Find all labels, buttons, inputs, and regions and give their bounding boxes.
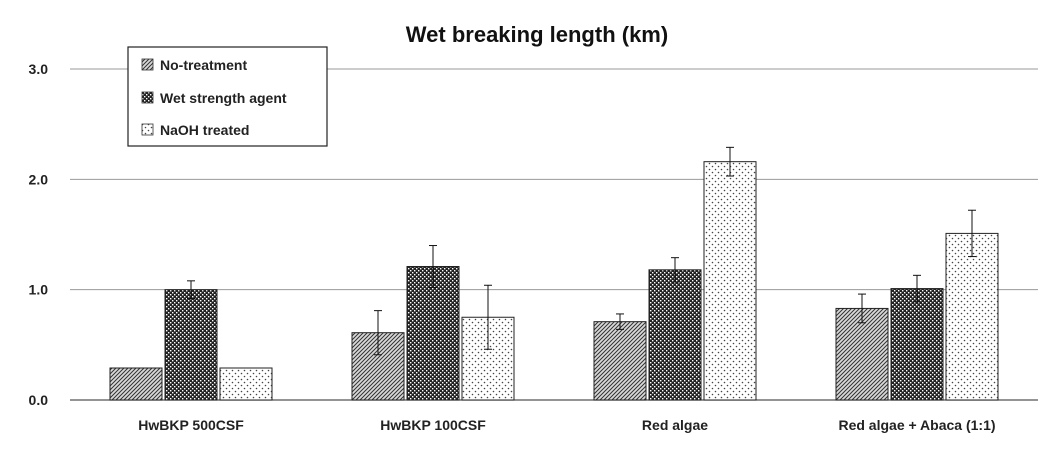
legend-label-naoh-treated: NaOH treated — [160, 122, 249, 138]
bar-wet-strength-agent-red-algae — [648, 269, 702, 401]
bar-no-treatment-red-algae-abaca-1-1 — [835, 307, 889, 401]
bar-no-treatment-red-algae — [593, 321, 647, 401]
legend-swatch-wet-strength-agent — [141, 91, 154, 104]
error-bar-naoh-treated-red-algae — [726, 146, 734, 177]
legend-label-wet-strength-agent: Wet strength agent — [160, 90, 287, 106]
x-category-label: HwBKP 500CSF — [138, 417, 244, 433]
error-bar-wet-strength-agent-hwbkp-100csf — [429, 245, 437, 288]
legend-swatch-no-treatment — [141, 58, 154, 71]
legend-box — [127, 46, 328, 147]
legend-swatch-naoh-treated — [141, 123, 154, 136]
bar-naoh-treated-hwbkp-500csf — [219, 367, 273, 401]
y-tick-label: 2.0 — [29, 171, 49, 187]
bar-wet-strength-agent-hwbkp-100csf — [406, 265, 460, 401]
error-bar-naoh-treated-hwbkp-100csf — [484, 284, 492, 350]
legend-label-no-treatment: No-treatment — [160, 57, 247, 73]
error-bar-wet-strength-agent-red-algae — [671, 257, 679, 283]
bar-wet-strength-agent-hwbkp-500csf — [164, 289, 218, 401]
chart-title: Wet breaking length (km) — [406, 22, 668, 47]
legend: No-treatment Wet strength agent NaOH tre… — [127, 46, 328, 147]
y-tick-label: 1.0 — [29, 282, 49, 298]
x-category-label: Red algae + Abaca (1:1) — [838, 417, 995, 433]
bar-naoh-treated-red-algae-abaca-1-1 — [945, 232, 999, 401]
y-tick-label: 3.0 — [29, 61, 49, 77]
error-bar-no-treatment-hwbkp-100csf — [374, 310, 382, 356]
error-bar-wet-strength-agent-red-algae-abaca-1-1 — [913, 274, 921, 303]
y-tick-label: 0.0 — [29, 392, 49, 408]
error-bar-wet-strength-agent-hwbkp-500csf — [187, 280, 195, 299]
bar-no-treatment-hwbkp-500csf — [109, 367, 163, 401]
bar-naoh-treated-red-algae — [703, 161, 757, 401]
x-category-label: Red algae — [642, 417, 708, 433]
x-category-label: HwBKP 100CSF — [380, 417, 486, 433]
error-bar-no-treatment-red-algae — [616, 313, 624, 330]
bar-wet-strength-agent-red-algae-abaca-1-1 — [890, 288, 944, 401]
error-bar-naoh-treated-red-algae-abaca-1-1 — [968, 209, 976, 258]
error-bar-no-treatment-red-algae-abaca-1-1 — [858, 293, 866, 324]
